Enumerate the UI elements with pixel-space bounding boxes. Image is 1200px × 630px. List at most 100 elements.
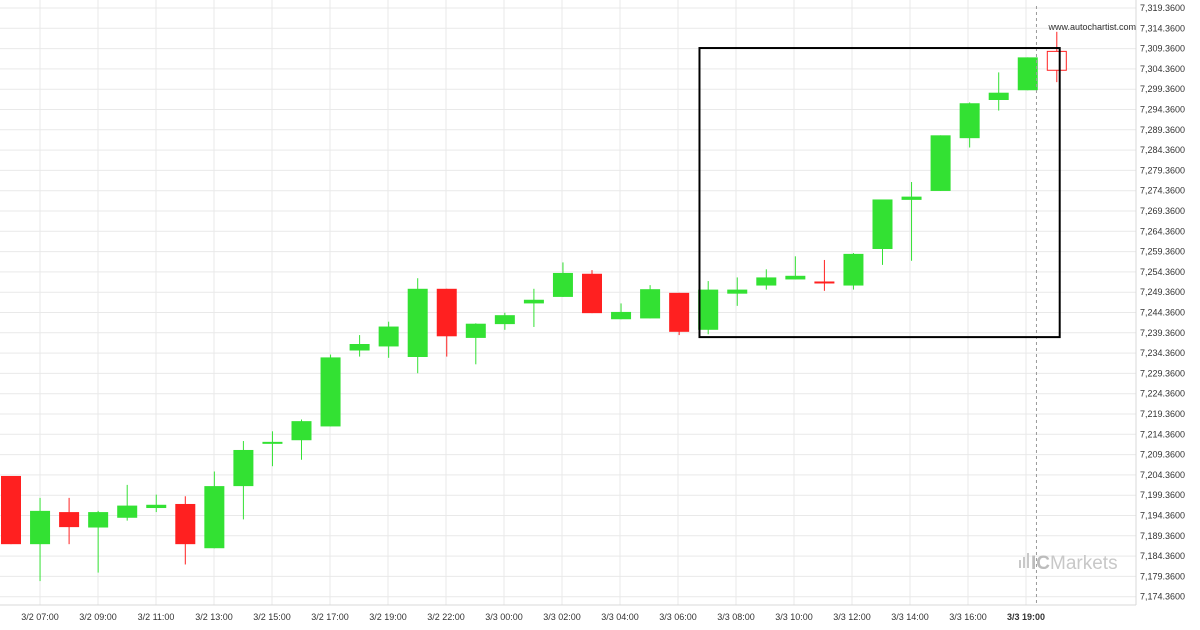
y-tick-label: 7,309.3600 [1140,44,1185,54]
y-tick-label: 7,274.3600 [1140,186,1185,196]
x-tick-label: 3/2 22:00 [427,612,465,622]
y-tick-label: 7,194.3600 [1140,511,1185,521]
candle-body [930,135,951,191]
x-tick-label: 3/3 12:00 [833,612,871,622]
y-tick-label: 7,289.3600 [1140,125,1185,135]
candle-body [727,289,748,294]
overlays [698,6,1061,605]
candle-body [582,273,602,314]
x-tick-label: 3/3 04:00 [601,612,639,622]
candle-body [814,281,835,284]
candle [930,135,951,191]
y-tick-label: 7,279.3600 [1140,165,1185,175]
y-tick-label: 7,314.3600 [1140,23,1185,33]
candle-body [901,196,922,200]
candle [1046,31,1067,83]
candle-body [698,289,719,330]
x-tick-label: 3/2 09:00 [79,612,117,622]
candle [349,335,370,357]
y-tick-label: 7,264.3600 [1140,226,1185,236]
x-tick-label: 3/2 07:00 [21,612,59,622]
candle-body [349,344,370,351]
candle [785,256,806,280]
y-tick-label: 7,254.3600 [1140,267,1185,277]
x-tick-label: 3/2 13:00 [195,612,233,622]
y-tick-label: 7,319.3600 [1140,3,1185,13]
brand-name: Markets [1050,553,1118,574]
candle-body [30,510,51,545]
x-tick-label: 3/3 02:00 [543,612,581,622]
candle [30,497,51,582]
candle [407,278,428,374]
candle-body [407,288,428,357]
candle [669,292,690,336]
x-tick-label: 3/3 08:00 [717,612,755,622]
y-tick-label: 7,249.3600 [1140,287,1185,297]
candle [291,419,312,460]
x-tick-label: 3/3 00:00 [485,612,523,622]
candle-body [552,272,573,297]
candle [494,312,515,330]
candle-body [988,92,1009,100]
candle [1017,57,1038,91]
candle [901,182,922,261]
candle [582,270,602,314]
candle [1,475,21,545]
x-tick-label: 3/3 14:00 [891,612,929,622]
candle [233,441,254,520]
vertical-gridlines [0,0,1137,606]
svg-text:ICMarkets: ICMarkets [1031,553,1118,574]
candle [436,288,457,357]
y-tick-label: 7,259.3600 [1140,247,1185,257]
y-tick-label: 7,184.3600 [1140,551,1185,561]
x-tick-label: 3/2 11:00 [138,612,175,622]
candle [465,323,486,365]
brand-mark: IC [1031,553,1050,574]
y-tick-label: 7,179.3600 [1140,571,1185,581]
candle [698,281,719,335]
candle [552,262,573,297]
y-tick-label: 7,234.3600 [1140,348,1185,358]
candle [175,496,196,565]
candle-body [843,253,864,286]
candle-body [872,199,893,250]
candle-body [320,357,341,427]
y-axis-labels: 7,319.3600 7,314.3600 7,309.3600 7,304.3600… [1140,3,1185,602]
candle-body [756,277,777,286]
y-tick-label: 7,229.3600 [1140,368,1185,378]
horizontal-gridlines [0,7,1136,598]
candle-body [1017,57,1038,91]
y-tick-label: 7,239.3600 [1140,328,1185,338]
y-tick-label: 7,199.3600 [1140,490,1185,500]
candle [117,484,138,521]
candle-body [959,103,980,139]
candle-body [1,475,21,545]
candle [872,199,893,265]
x-tick-label: 3/3 19:00 [1007,612,1045,622]
candle-body [204,486,225,549]
y-tick-label: 7,244.3600 [1140,308,1185,318]
candle-body [523,299,544,304]
y-tick-label: 7,189.3600 [1140,531,1185,541]
y-tick-label: 7,284.3600 [1140,145,1185,155]
candle [204,471,225,549]
candle [727,277,748,306]
watermark-url[interactable]: www.autochartist.com [1047,22,1136,32]
candle [59,497,80,545]
candle-body [175,503,196,545]
x-tick-label: 3/3 10:00 [775,612,813,622]
brand-bars-icon [1019,553,1029,568]
candle [756,269,777,290]
y-tick-label: 7,214.3600 [1140,429,1185,439]
candle [523,288,544,327]
candle [378,321,399,358]
candle-body [88,512,109,528]
candle-body [59,512,80,528]
candle [843,253,864,290]
y-tick-label: 7,294.3600 [1140,105,1185,115]
candle-body [465,323,486,338]
y-tick-label: 7,209.3600 [1140,450,1185,460]
brand-logo: ICMarkets [1019,553,1118,574]
x-tick-label: 3/2 15:00 [253,612,291,622]
candle [146,494,167,513]
